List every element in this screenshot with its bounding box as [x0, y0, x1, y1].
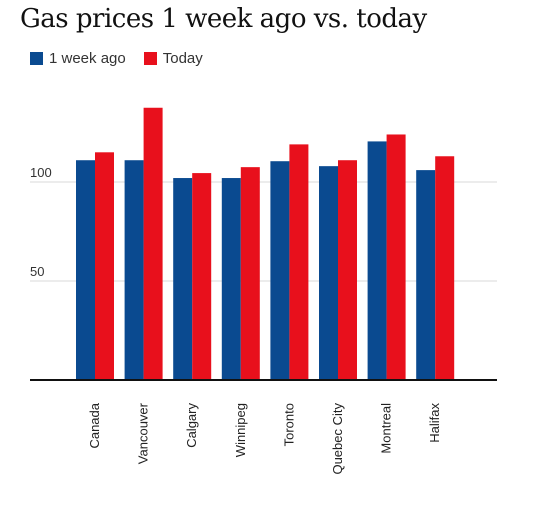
legend-swatch-today	[143, 52, 157, 65]
x-tick-label-quebec-city: Quebec City	[330, 403, 345, 475]
bar-1-week-ago-halifax	[416, 170, 436, 380]
x-tick-label-vancouver: Vancouver	[136, 402, 151, 464]
x-tick-label-toronto: Toronto	[281, 403, 296, 446]
legend-item-today: Today	[143, 50, 203, 67]
bar-today-winnipeg	[240, 167, 260, 380]
bar-today-canada	[95, 152, 114, 380]
x-tick-label-canada: Canada	[87, 402, 102, 448]
x-tick-label-halifax: Halifax	[427, 403, 442, 443]
legend-item-1-week-ago: 1 week ago	[30, 50, 126, 67]
bar-1-week-ago-montreal	[367, 141, 387, 380]
x-tick-label-winnipeg: Winnipeg	[233, 403, 248, 457]
legend-label-today: Today	[162, 50, 203, 67]
bar-1-week-ago-winnipeg	[221, 178, 241, 380]
y-tick-label-50: 50	[30, 264, 44, 279]
bar-today-calgary	[192, 173, 212, 380]
bar-1-week-ago-canada	[76, 160, 95, 380]
bar-1-week-ago-quebec-city	[319, 166, 338, 380]
bar-today-toronto	[289, 144, 309, 380]
chart-legend: 1 week ago Today	[30, 50, 221, 67]
x-tick-label-montreal: Montreal	[379, 403, 394, 454]
legend-swatch-1-week-ago	[30, 52, 43, 65]
bar-today-quebec-city	[338, 160, 357, 380]
bar-1-week-ago-toronto	[270, 161, 290, 380]
bar-today-vancouver	[143, 107, 163, 380]
legend-label-1-week-ago: 1 week ago	[49, 50, 126, 67]
bar-1-week-ago-vancouver	[124, 160, 144, 380]
bar-today-montreal	[386, 134, 406, 380]
x-tick-label-calgary: Calgary	[184, 403, 199, 448]
chart-title: Gas prices 1 week ago vs. today	[20, 4, 427, 34]
y-tick-label-100: 100	[30, 165, 52, 180]
bar-today-halifax	[435, 156, 455, 380]
bar-1-week-ago-calgary	[173, 178, 193, 380]
